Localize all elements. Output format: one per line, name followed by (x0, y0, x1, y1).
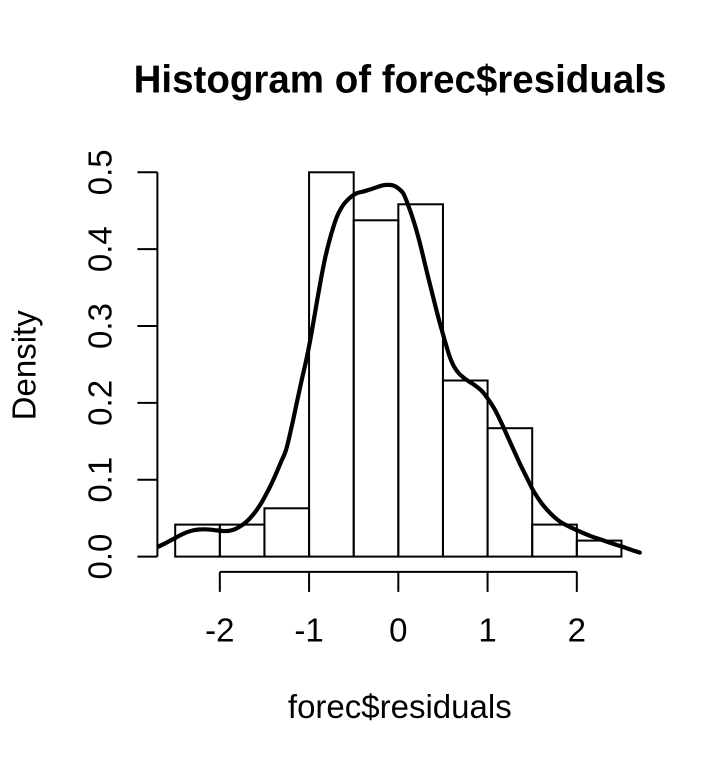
svg-text:0: 0 (389, 612, 407, 649)
svg-text:Histogram of forec$residuals: Histogram of forec$residuals (134, 59, 667, 102)
svg-text:Density: Density (6, 310, 43, 421)
svg-text:-1: -1 (294, 612, 323, 649)
svg-text:0.2: 0.2 (81, 380, 118, 426)
svg-text:0.1: 0.1 (81, 457, 118, 503)
svg-text:0.0: 0.0 (81, 534, 118, 580)
svg-text:0.4: 0.4 (81, 226, 118, 272)
svg-text:-2: -2 (205, 612, 234, 649)
svg-text:2: 2 (568, 612, 586, 649)
svg-text:0.5: 0.5 (81, 149, 118, 195)
svg-text:forec$residuals: forec$residuals (288, 688, 512, 725)
svg-text:1: 1 (478, 612, 496, 649)
svg-text:0.3: 0.3 (81, 303, 118, 349)
